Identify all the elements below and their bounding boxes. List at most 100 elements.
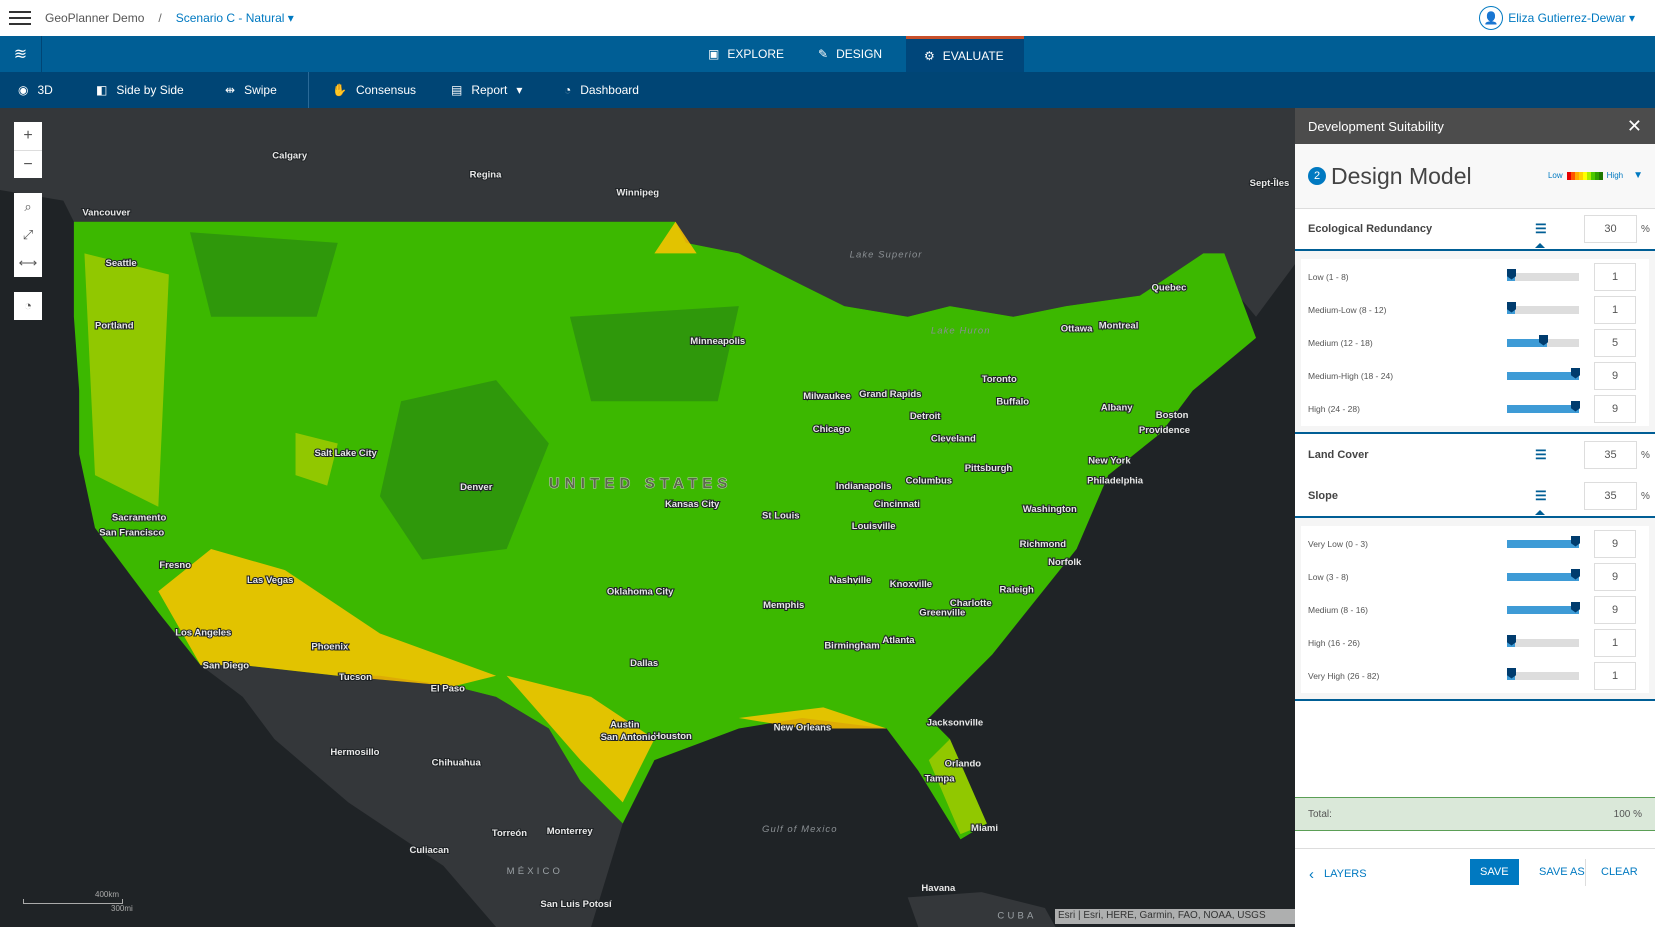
class-slider[interactable] <box>1507 268 1579 281</box>
ramp-swatch <box>1574 171 1579 180</box>
ramp-swatch <box>1586 171 1591 180</box>
city-label: Vancouver <box>82 207 130 218</box>
tab-label: EXPLORE <box>727 47 785 61</box>
class-slider[interactable] <box>1507 334 1579 347</box>
city-label: Providence <box>1139 425 1190 436</box>
country-label: MÉXICO <box>507 866 563 877</box>
class-value-input[interactable] <box>1594 262 1636 291</box>
class-label: Low (1 - 8) <box>1308 271 1349 282</box>
class-slider[interactable] <box>1507 667 1579 680</box>
class-slider[interactable] <box>1507 535 1580 548</box>
tab-evaluate[interactable]: ⚙ EVALUATE <box>906 36 1024 72</box>
criterion-row: Slope ☰ % <box>1295 476 1655 518</box>
slider-thumb[interactable] <box>1507 667 1516 679</box>
city-label: Nashville <box>830 575 872 586</box>
slider-thumb[interactable] <box>1571 367 1580 379</box>
slider-thumb[interactable] <box>1507 301 1516 313</box>
menu-icon[interactable] <box>9 7 31 29</box>
tool-label: Consensus <box>355 83 416 97</box>
mexico-land <box>200 665 623 927</box>
zoom-in-button[interactable]: + <box>23 127 33 144</box>
city-label: Quebec <box>1152 282 1187 293</box>
class-value-input[interactable] <box>1594 661 1636 690</box>
class-value-input[interactable] <box>1594 328 1636 357</box>
slider-thumb[interactable] <box>1571 535 1580 547</box>
dashboard-icon: ◔ <box>564 83 572 97</box>
color-legend[interactable]: Low High ▼ <box>1548 170 1643 181</box>
city-label: Kansas City <box>665 499 720 510</box>
design-model-header: 2 Design Model Low High ▼ <box>1295 144 1655 209</box>
zoom-out-button[interactable]: − <box>14 150 42 178</box>
class-row: Medium-Low (8 - 12) <box>1301 293 1649 326</box>
fullscreen-icon[interactable]: ⤢ <box>22 227 34 242</box>
ramp-swatch <box>1570 171 1575 180</box>
percent-label: % <box>1641 449 1650 461</box>
slider-thumb[interactable] <box>1507 268 1516 280</box>
suitability-panel: Development Suitability ✕ 2 Design Model … <box>1295 108 1655 927</box>
city-label: Fresno <box>159 560 191 571</box>
dashboard-button[interactable]: ◔ Dashboard <box>564 72 639 108</box>
city-label: Cincinnati <box>874 499 920 510</box>
scenario-dropdown[interactable]: Scenario C - Natural ▾ <box>175 11 294 25</box>
clear-button[interactable]: CLEAR <box>1601 866 1638 878</box>
class-value-input[interactable] <box>1594 361 1636 390</box>
class-slider[interactable] <box>1507 568 1580 581</box>
sliders-icon[interactable]: ☰ <box>1535 488 1547 503</box>
class-label: Very High (26 - 82) <box>1308 670 1380 681</box>
class-value-input[interactable] <box>1594 295 1636 324</box>
tab-explore[interactable]: ▣ EXPLORE <box>690 36 802 72</box>
class-value-input[interactable] <box>1594 529 1636 558</box>
sliders-icon[interactable]: ☰ <box>1535 447 1547 462</box>
class-value-input[interactable] <box>1594 394 1636 423</box>
slider-thumb[interactable] <box>1571 601 1580 613</box>
city-label: Sept-Îles <box>1250 177 1290 189</box>
slider-thumb[interactable] <box>1539 334 1548 346</box>
search-icon[interactable]: ⌕ <box>24 199 32 214</box>
user-menu[interactable]: 👤 Eliza Gutierrez-Dewar ▾ <box>1479 6 1635 30</box>
tab-design[interactable]: ✎ DESIGN <box>800 36 900 72</box>
sliders-icon[interactable]: ☰ <box>1535 221 1547 236</box>
class-slider[interactable] <box>1507 634 1579 647</box>
tab-label: EVALUATE <box>942 48 1004 63</box>
class-slider[interactable] <box>1507 301 1579 314</box>
class-slider[interactable] <box>1507 367 1580 380</box>
weight-input[interactable] <box>1584 441 1637 469</box>
side-by-side-button[interactable]: ◧ Side by Side <box>96 72 184 108</box>
slider-thumb[interactable] <box>1507 634 1516 646</box>
breadcrumb-app[interactable]: GeoPlanner Demo <box>45 11 145 25</box>
class-value-input[interactable] <box>1594 595 1636 624</box>
class-value-input[interactable] <box>1594 562 1636 591</box>
slider-thumb[interactable] <box>1571 400 1580 412</box>
city-label: Phoenix <box>311 641 349 652</box>
measure-icon[interactable]: ⟷ <box>18 255 38 270</box>
explore-icon: ▣ <box>708 47 720 61</box>
user-name: Eliza Gutierrez-Dewar <box>1508 11 1626 25</box>
save-button[interactable]: SAVE <box>1470 859 1519 885</box>
report-button[interactable]: ▤ Report ▾ <box>451 72 522 108</box>
class-slider[interactable] <box>1507 400 1580 413</box>
layers-icon[interactable]: ≋ <box>0 36 42 72</box>
layers-back-button[interactable]: ‹ LAYERS <box>1299 861 1377 887</box>
class-slider[interactable] <box>1507 601 1580 614</box>
yellow-patches <box>158 221 887 803</box>
consensus-button[interactable]: ✋ Consensus <box>332 72 416 108</box>
save-as-button[interactable]: SAVE AS <box>1539 866 1585 878</box>
map-dashboard: ◔ <box>14 292 42 320</box>
city-label: Winnipeg <box>616 187 659 198</box>
weight-input[interactable] <box>1584 482 1637 510</box>
3d-button[interactable]: ◉ 3D <box>18 72 53 108</box>
slider-thumb[interactable] <box>1571 568 1580 580</box>
city-label: Raleigh <box>1000 584 1035 595</box>
close-icon[interactable]: ✕ <box>1626 115 1642 136</box>
gauge-icon[interactable]: ◔ <box>24 298 32 313</box>
swipe-button[interactable]: ⇹ Swipe <box>225 72 277 108</box>
weight-input[interactable] <box>1584 215 1637 243</box>
attribution[interactable]: Esri | Esri, HERE, Garmin, FAO, NOAA, US… <box>1055 909 1295 924</box>
dark-green-patches <box>189 232 739 560</box>
class-label: High (16 - 26) <box>1308 637 1360 648</box>
city-label: Grand Rapids <box>859 389 921 400</box>
main-nav: ≋ ▣ EXPLORE ✎ DESIGN ⚙ EVALUATE <box>0 36 1655 72</box>
ramp-swatch <box>1566 171 1571 180</box>
class-value-input[interactable] <box>1594 628 1636 657</box>
